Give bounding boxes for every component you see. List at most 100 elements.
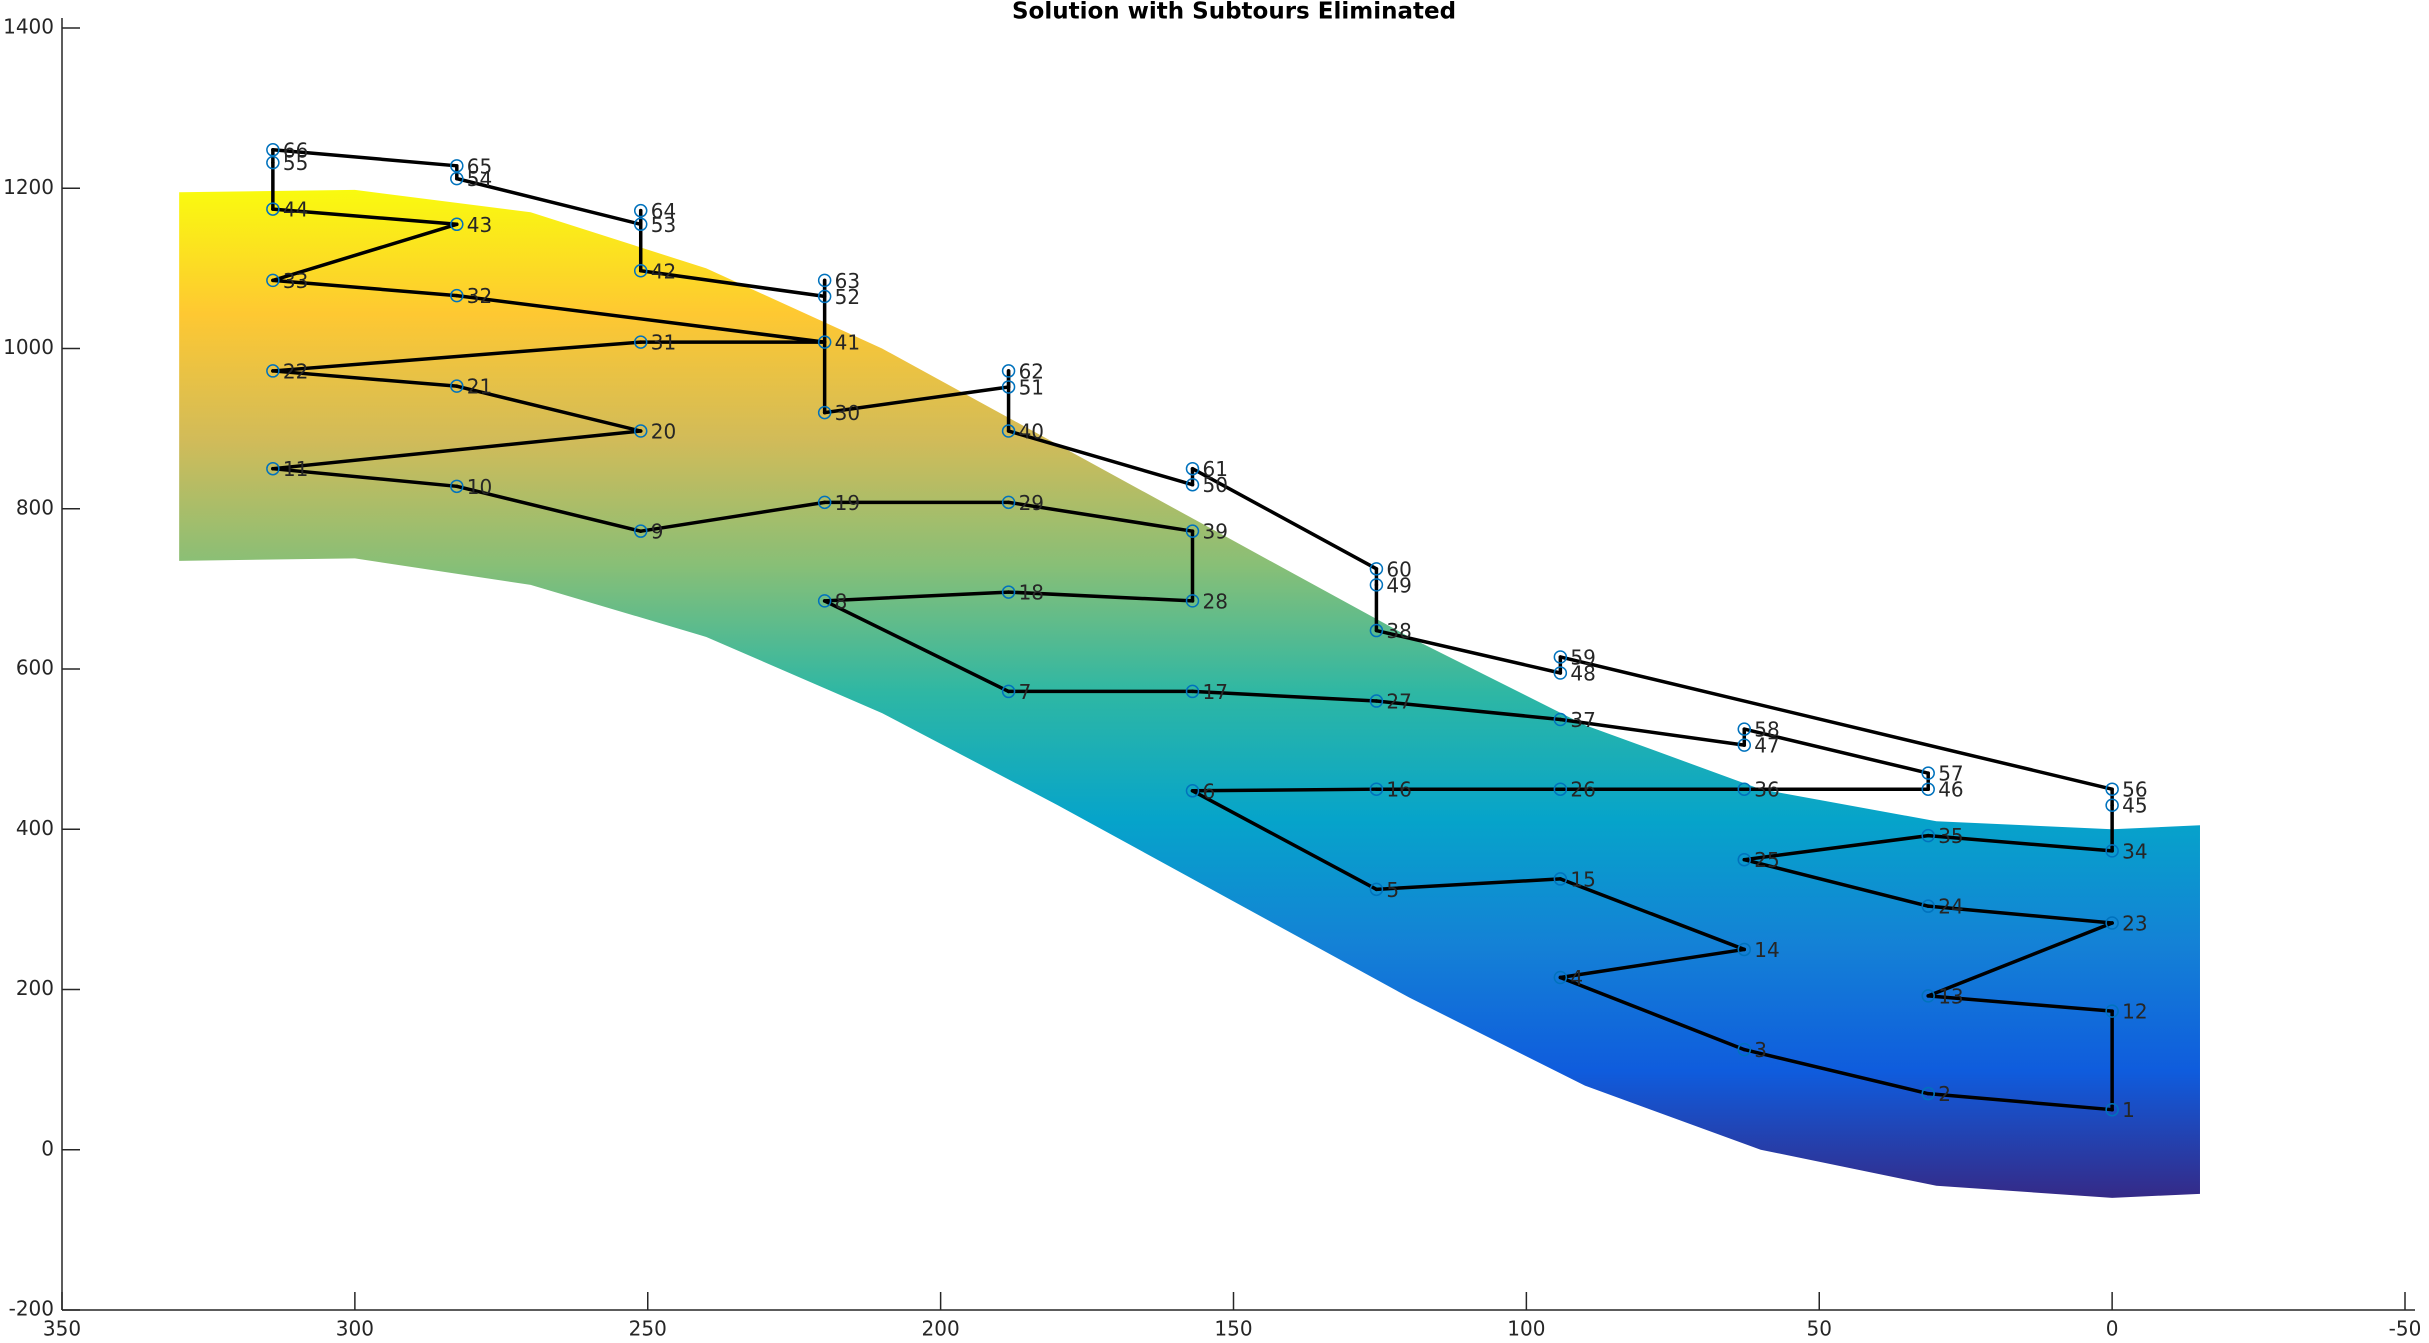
node bbox=[1737, 722, 1752, 736]
node-label: 27 bbox=[1386, 690, 1411, 714]
node bbox=[2105, 782, 2119, 796]
node bbox=[1553, 666, 1568, 680]
x-tick-label: -50 bbox=[2389, 1317, 2422, 1341]
node bbox=[2105, 1102, 2119, 1117]
node bbox=[1185, 524, 1200, 538]
node bbox=[450, 159, 464, 173]
node bbox=[266, 155, 280, 170]
y-tick-label: 800 bbox=[16, 495, 54, 519]
node bbox=[450, 479, 464, 494]
node bbox=[1737, 782, 1752, 796]
node bbox=[266, 202, 280, 216]
tour-edge bbox=[822, 385, 1011, 415]
node-label: 55 bbox=[283, 151, 308, 175]
node-label: 17 bbox=[1202, 680, 1227, 704]
x-tick-label: 100 bbox=[1507, 1317, 1545, 1341]
node-label: 20 bbox=[651, 420, 676, 444]
node-label: 58 bbox=[1754, 718, 1779, 742]
node-label: 62 bbox=[1019, 359, 1044, 383]
node-label: 21 bbox=[467, 375, 492, 399]
tour-edge bbox=[1558, 717, 1747, 747]
tour-edge bbox=[455, 176, 643, 227]
x-tick-label: 300 bbox=[336, 1317, 374, 1341]
node bbox=[1553, 872, 1568, 886]
tour-edge bbox=[1926, 921, 2114, 998]
node-label: 6 bbox=[1202, 779, 1215, 803]
node-label: 48 bbox=[1570, 662, 1595, 686]
node bbox=[633, 424, 648, 438]
node bbox=[1185, 594, 1200, 608]
node bbox=[817, 405, 832, 420]
tour-edge bbox=[1190, 689, 1379, 703]
node-label: 15 bbox=[1570, 867, 1595, 891]
node-label: 40 bbox=[1019, 420, 1044, 444]
node bbox=[266, 461, 280, 476]
node-label: 63 bbox=[835, 269, 860, 293]
node bbox=[633, 335, 648, 349]
node-label: 39 bbox=[1202, 520, 1227, 544]
node bbox=[1001, 684, 1016, 699]
node-label: 13 bbox=[1938, 984, 1963, 1008]
node-label: 46 bbox=[1938, 778, 1963, 802]
node-label: 31 bbox=[651, 331, 676, 355]
node-label: 51 bbox=[1019, 375, 1044, 399]
node-label: 59 bbox=[1570, 645, 1595, 669]
node-label: 14 bbox=[1754, 938, 1779, 962]
node-label: 60 bbox=[1386, 557, 1411, 581]
x-tick-label: 350 bbox=[43, 1317, 81, 1341]
tour-edge bbox=[1926, 833, 2114, 853]
tour-edge bbox=[822, 590, 1011, 603]
node bbox=[2105, 844, 2119, 858]
tour-edge bbox=[1926, 1091, 2114, 1112]
node-label: 35 bbox=[1938, 824, 1963, 848]
node bbox=[450, 288, 464, 303]
tour-edge bbox=[1558, 655, 2114, 791]
tour-edge bbox=[271, 340, 643, 373]
x-tick-label: 150 bbox=[1214, 1317, 1252, 1341]
node bbox=[1921, 782, 1935, 796]
y-tick-label: -200 bbox=[9, 1297, 54, 1321]
node-label: 23 bbox=[2122, 911, 2147, 935]
node bbox=[1737, 1042, 1752, 1057]
node bbox=[1921, 899, 1935, 913]
node bbox=[1185, 461, 1200, 476]
node-label: 2 bbox=[1938, 1082, 1951, 1106]
node bbox=[1553, 650, 1568, 664]
node bbox=[1369, 882, 1384, 897]
node-label: 19 bbox=[835, 491, 860, 515]
y-tick-label: 400 bbox=[16, 816, 54, 840]
surface bbox=[179, 189, 2200, 1198]
tour-edge bbox=[271, 429, 643, 471]
node-label: 54 bbox=[467, 167, 492, 191]
x-tick-label: 250 bbox=[629, 1317, 667, 1341]
tour-edge bbox=[638, 269, 827, 299]
x-tick-label: 0 bbox=[2106, 1317, 2119, 1341]
node-label: 3 bbox=[1754, 1038, 1767, 1062]
node-label: 33 bbox=[283, 269, 308, 293]
tour-edge bbox=[1190, 787, 1379, 793]
node bbox=[1369, 562, 1384, 576]
tour-edge bbox=[1742, 727, 1930, 775]
node-label: 7 bbox=[1019, 680, 1032, 704]
y-tick-label: 1400 bbox=[3, 15, 54, 39]
node-label: 16 bbox=[1386, 778, 1411, 802]
node bbox=[1369, 694, 1384, 708]
node-label: 18 bbox=[1019, 581, 1044, 605]
node bbox=[1921, 989, 1935, 1003]
node-label: 30 bbox=[835, 401, 860, 425]
tour-edge bbox=[271, 207, 459, 227]
node bbox=[817, 273, 832, 288]
node bbox=[1185, 477, 1200, 492]
node-label: 66 bbox=[283, 138, 308, 162]
node-label: 22 bbox=[283, 359, 308, 383]
node bbox=[1185, 684, 1200, 699]
tour-edge bbox=[1742, 833, 1930, 862]
node-label: 24 bbox=[1938, 895, 1963, 919]
node bbox=[450, 379, 464, 393]
node bbox=[266, 143, 280, 157]
tour-edge bbox=[455, 384, 643, 433]
node-label: 65 bbox=[467, 154, 492, 178]
node-label: 34 bbox=[2122, 839, 2147, 863]
node-label: 26 bbox=[1570, 778, 1595, 802]
node bbox=[1553, 970, 1568, 985]
